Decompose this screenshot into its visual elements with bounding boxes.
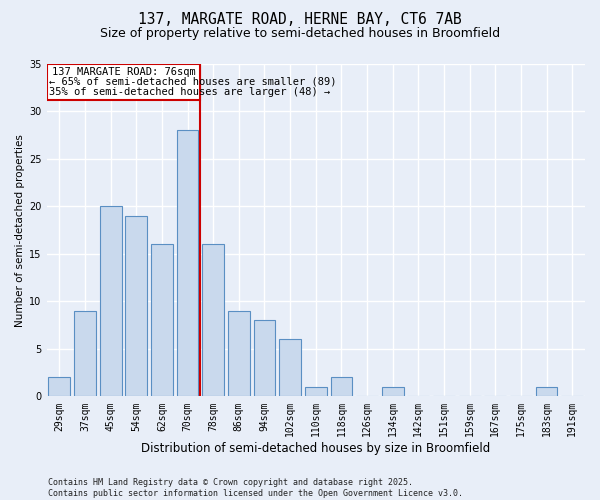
- Bar: [382, 387, 404, 396]
- Text: 35% of semi-detached houses are larger (48) →: 35% of semi-detached houses are larger (…: [49, 87, 331, 97]
- X-axis label: Distribution of semi-detached houses by size in Broomfield: Distribution of semi-detached houses by …: [141, 442, 490, 455]
- Text: 137 MARGATE ROAD: 76sqm: 137 MARGATE ROAD: 76sqm: [52, 67, 196, 77]
- Text: Contains HM Land Registry data © Crown copyright and database right 2025.
Contai: Contains HM Land Registry data © Crown c…: [48, 478, 463, 498]
- Bar: [254, 320, 275, 396]
- Bar: [176, 130, 199, 396]
- Bar: [49, 378, 70, 396]
- Bar: [202, 244, 224, 396]
- Bar: [228, 311, 250, 396]
- Text: ← 65% of semi-detached houses are smaller (89): ← 65% of semi-detached houses are smalle…: [49, 77, 337, 87]
- Bar: [151, 244, 173, 396]
- Y-axis label: Number of semi-detached properties: Number of semi-detached properties: [15, 134, 25, 326]
- Bar: [74, 311, 96, 396]
- FancyBboxPatch shape: [47, 64, 200, 100]
- Bar: [100, 206, 122, 396]
- Bar: [125, 216, 147, 396]
- Bar: [279, 340, 301, 396]
- Bar: [536, 387, 557, 396]
- Bar: [305, 387, 326, 396]
- Text: 137, MARGATE ROAD, HERNE BAY, CT6 7AB: 137, MARGATE ROAD, HERNE BAY, CT6 7AB: [138, 12, 462, 28]
- Text: Size of property relative to semi-detached houses in Broomfield: Size of property relative to semi-detach…: [100, 28, 500, 40]
- Bar: [331, 378, 352, 396]
